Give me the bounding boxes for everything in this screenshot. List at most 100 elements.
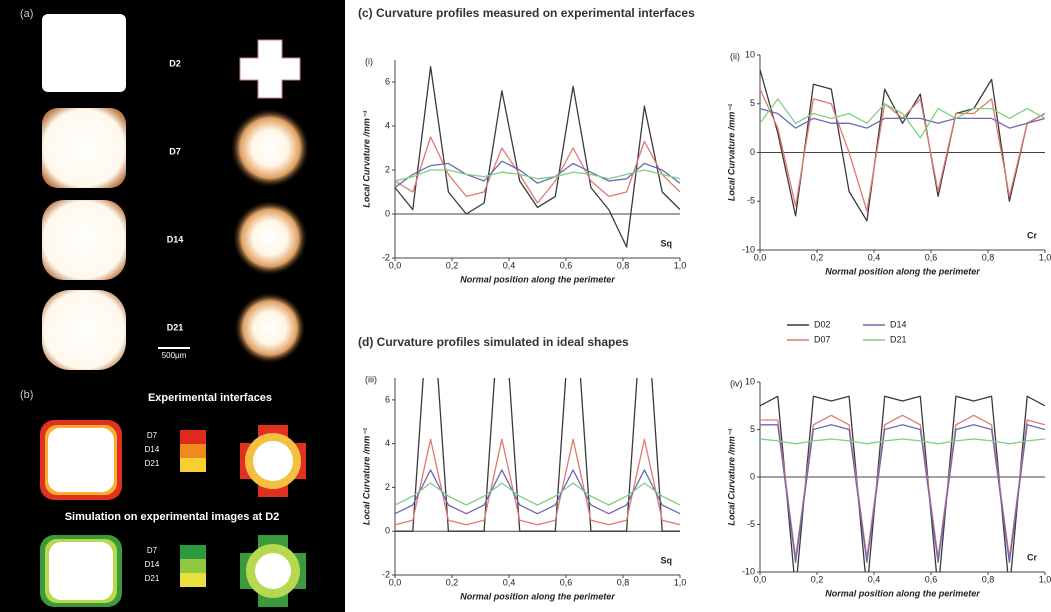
y-axis-label: Local Curvature /mm⁻¹	[726, 428, 736, 525]
x-tick-label: 0,2	[446, 577, 459, 587]
annotation: Cr	[1027, 230, 1037, 240]
y-tick-label: -5	[747, 519, 755, 529]
y-tick-label: 10	[745, 49, 755, 59]
series-line	[395, 169, 680, 182]
y-tick-label: 4	[385, 120, 390, 130]
series-line	[395, 160, 680, 189]
series-line	[395, 378, 680, 532]
y-axis-label: Local Curvature /mm⁻¹	[361, 428, 371, 525]
x-tick-label: 1,0	[674, 260, 687, 270]
series-line	[395, 482, 680, 506]
series-line	[395, 65, 680, 248]
y-tick-label: 5	[750, 98, 755, 108]
series-group	[395, 65, 680, 248]
series-line	[760, 107, 1045, 129]
scale-label: D21	[145, 574, 160, 583]
scale-label: D7	[147, 546, 158, 555]
y-tick-label: -10	[742, 566, 755, 576]
x-tick-label: 0,0	[389, 577, 402, 587]
x-tick-label: 0,0	[754, 252, 767, 262]
x-tick-label: 0,6	[560, 577, 573, 587]
scale-label: D14	[145, 560, 160, 569]
row-label: D2	[169, 58, 181, 68]
series-line	[760, 424, 1045, 564]
panel-b-title: Experimental interfaces	[148, 392, 272, 404]
panel-b-images	[40, 420, 306, 607]
row-label: D14	[167, 234, 184, 244]
annotation: Sq	[660, 238, 672, 248]
panel-label: (i)	[365, 56, 373, 66]
y-axis-label: Local Curvature /mm⁻¹	[361, 110, 371, 207]
y-tick-label: 5	[750, 424, 755, 434]
x-tick-label: 0,8	[982, 252, 995, 262]
x-tick-label: 0,4	[503, 260, 516, 270]
y-tick-label: -2	[382, 569, 390, 579]
x-tick-label: 1,0	[1039, 574, 1051, 584]
annotation: Cr	[1027, 552, 1037, 562]
series-group	[760, 395, 1045, 572]
series-line	[760, 69, 1045, 222]
x-tick-label: 1,0	[1039, 252, 1051, 262]
x-axis-label: Normal position along the perimeter	[825, 266, 980, 276]
y-axis-label: Local Curvature /mm⁻¹	[726, 104, 736, 201]
panel-b-title: Simulation on experimental images at D2	[65, 511, 280, 523]
x-tick-label: 0,8	[982, 574, 995, 584]
series-line	[760, 414, 1045, 559]
y-tick-label: 4	[385, 438, 390, 448]
x-tick-label: 0,4	[868, 574, 881, 584]
y-tick-label: 2	[385, 164, 390, 174]
series-line	[395, 469, 680, 515]
scale-label: D7	[147, 431, 158, 440]
x-tick-label: 0,8	[617, 260, 630, 270]
y-tick-label: 0	[385, 526, 390, 536]
x-tick-label: 0,6	[925, 252, 938, 262]
panel-label: (b)	[20, 389, 33, 401]
y-tick-label: 0	[385, 208, 390, 218]
x-tick-label: 0,2	[811, 252, 824, 262]
row-label: D21	[167, 322, 184, 332]
section-title: (c) Curvature profiles measured on exper…	[358, 6, 695, 20]
panel-label: (a)	[20, 8, 33, 20]
y-tick-label: 0	[750, 147, 755, 157]
series-line	[395, 438, 680, 526]
x-tick-label: 0,2	[811, 574, 824, 584]
panel-a-images	[42, 14, 310, 370]
series-group	[760, 69, 1045, 222]
panel-label: (ii)	[730, 51, 740, 61]
y-tick-label: 2	[385, 482, 390, 492]
series-group	[395, 378, 680, 532]
x-tick-label: 0,6	[925, 574, 938, 584]
x-tick-label: 0,4	[503, 577, 516, 587]
series-line	[395, 136, 680, 204]
annotation: Sq	[660, 555, 672, 565]
x-tick-label: 0,0	[754, 574, 767, 584]
scale-label: D14	[145, 445, 160, 454]
x-tick-label: 0,6	[560, 260, 573, 270]
series-line	[760, 395, 1045, 572]
panel-label: (iii)	[365, 374, 377, 384]
x-tick-label: 0,0	[389, 260, 402, 270]
section-title: (d) Curvature profiles simulated in idea…	[358, 335, 629, 349]
legend-label: D02	[814, 319, 831, 329]
y-tick-label: -5	[747, 196, 755, 206]
x-axis-label: Normal position along the perimeter	[825, 588, 980, 598]
legend-label: D07	[814, 334, 831, 344]
x-tick-label: 0,8	[617, 577, 630, 587]
scale-label: D21	[145, 459, 160, 468]
series-line	[760, 438, 1045, 445]
series-line	[760, 98, 1045, 139]
y-tick-label: -10	[742, 244, 755, 254]
x-tick-label: 0,4	[868, 252, 881, 262]
y-tick-label: 0	[750, 471, 755, 481]
scale-bar-label: 500µm	[162, 351, 187, 360]
x-tick-label: 0,2	[446, 260, 459, 270]
y-tick-label: 10	[745, 376, 755, 386]
x-tick-label: 1,0	[674, 577, 687, 587]
y-tick-label: 6	[385, 76, 390, 86]
y-tick-label: -2	[382, 252, 390, 262]
panel-label: (iv)	[730, 378, 743, 388]
row-label: D7	[169, 146, 181, 156]
x-axis-label: Normal position along the perimeter	[460, 591, 615, 601]
x-axis-label: Normal position along the perimeter	[460, 274, 615, 284]
